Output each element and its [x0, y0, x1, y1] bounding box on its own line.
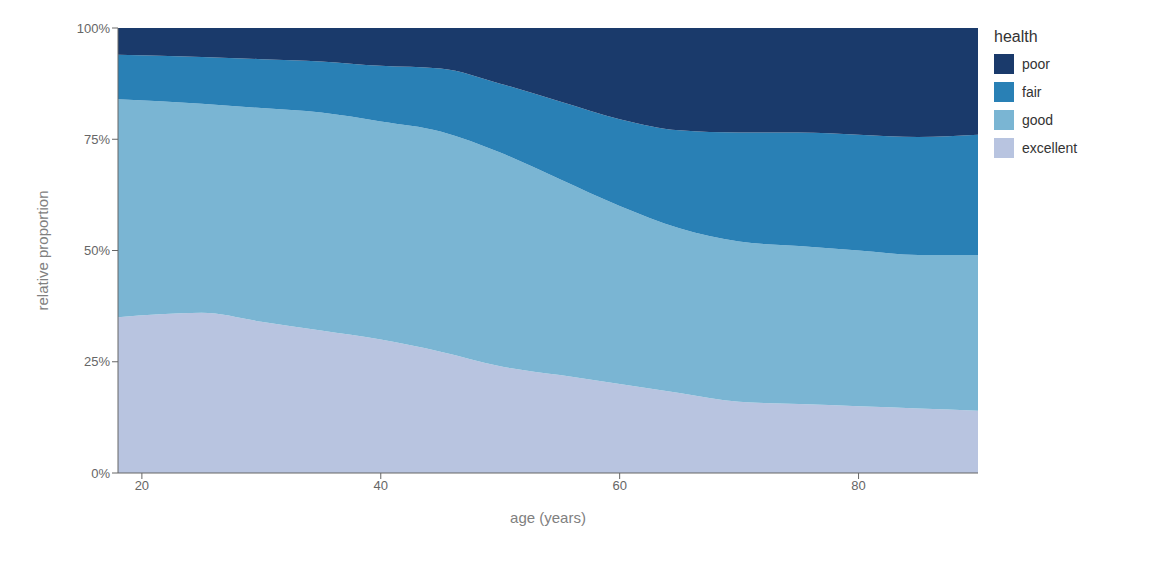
- svg-text:40: 40: [374, 478, 388, 493]
- html-text:poor: poor: [1022, 56, 1050, 72]
- svg-text:25%: 25%: [84, 354, 110, 369]
- html-text:good: good: [1022, 112, 1054, 128]
- svg-text:age (years): age (years): [510, 509, 586, 526]
- html-text:health: health: [994, 28, 1038, 45]
- svg-text:50%: 50%: [84, 243, 110, 258]
- svg-text:relative proportion: relative proportion: [34, 190, 51, 310]
- html-text:fair: fair: [1022, 84, 1042, 100]
- svg-text:0%: 0%: [91, 466, 110, 481]
- svg-text:60: 60: [612, 478, 626, 493]
- svg-text:100%: 100%: [77, 21, 111, 36]
- svg-text:80: 80: [851, 478, 865, 493]
- svg-text:75%: 75%: [84, 132, 110, 147]
- html-text:excellent: excellent: [1022, 140, 1078, 156]
- svg-text:20: 20: [135, 478, 149, 493]
